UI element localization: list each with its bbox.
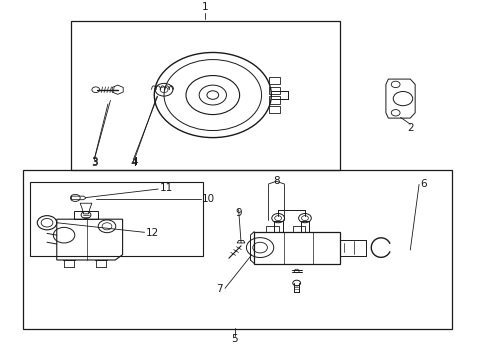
Bar <box>30 182 203 256</box>
Bar <box>268 77 279 84</box>
Text: 5: 5 <box>231 334 238 344</box>
Bar <box>268 86 279 94</box>
Text: 2: 2 <box>406 123 413 133</box>
Bar <box>268 107 279 113</box>
Text: 3: 3 <box>91 157 98 167</box>
Bar <box>254 231 339 264</box>
Bar <box>22 170 451 329</box>
Bar <box>268 96 279 104</box>
Text: 6: 6 <box>420 179 427 189</box>
Bar <box>293 226 305 231</box>
Text: 7: 7 <box>216 284 222 294</box>
Text: 8: 8 <box>272 176 279 186</box>
Text: 11: 11 <box>159 183 173 193</box>
Text: 1: 1 <box>202 3 208 12</box>
Text: 4: 4 <box>130 158 136 168</box>
Bar <box>71 21 339 170</box>
Bar <box>266 226 278 231</box>
Text: 3: 3 <box>91 158 98 168</box>
Text: 12: 12 <box>146 228 159 238</box>
Text: 9: 9 <box>235 208 242 218</box>
Text: 4: 4 <box>131 157 138 167</box>
Text: 10: 10 <box>201 194 214 204</box>
